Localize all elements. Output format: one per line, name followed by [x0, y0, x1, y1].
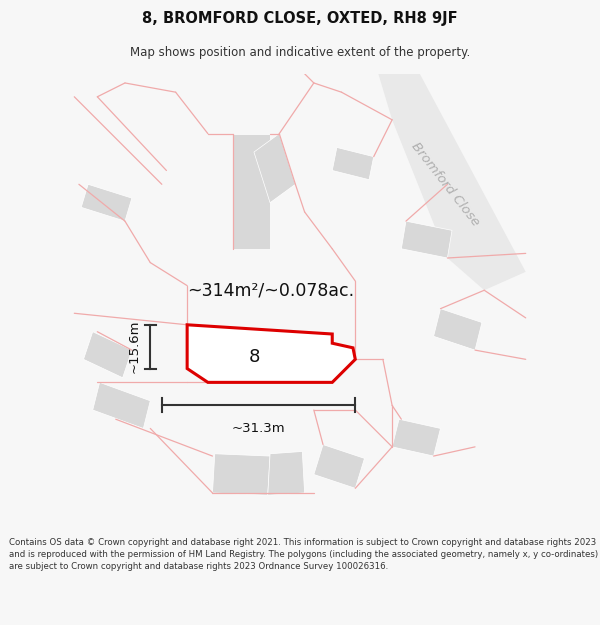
Polygon shape	[434, 309, 482, 350]
Text: 8, BROMFORD CLOSE, OXTED, RH8 9JF: 8, BROMFORD CLOSE, OXTED, RH8 9JF	[142, 11, 458, 26]
Polygon shape	[187, 325, 355, 382]
Text: Bromford Close: Bromford Close	[409, 140, 482, 229]
Polygon shape	[81, 184, 132, 221]
Polygon shape	[314, 444, 364, 488]
Polygon shape	[332, 148, 374, 180]
Polygon shape	[233, 134, 270, 249]
Polygon shape	[254, 134, 295, 202]
Text: Map shows position and indicative extent of the property.: Map shows position and indicative extent…	[130, 46, 470, 59]
Polygon shape	[379, 74, 526, 290]
Polygon shape	[212, 454, 270, 495]
Text: ~314m²/~0.078ac.: ~314m²/~0.078ac.	[187, 281, 354, 299]
Text: 8: 8	[248, 348, 260, 366]
Text: ~31.3m: ~31.3m	[232, 421, 286, 434]
Text: Contains OS data © Crown copyright and database right 2021. This information is : Contains OS data © Crown copyright and d…	[9, 538, 598, 571]
Polygon shape	[392, 419, 440, 456]
Polygon shape	[268, 451, 305, 495]
Polygon shape	[83, 332, 132, 378]
Polygon shape	[401, 221, 452, 258]
Text: ~15.6m: ~15.6m	[127, 320, 140, 373]
Polygon shape	[93, 382, 150, 428]
